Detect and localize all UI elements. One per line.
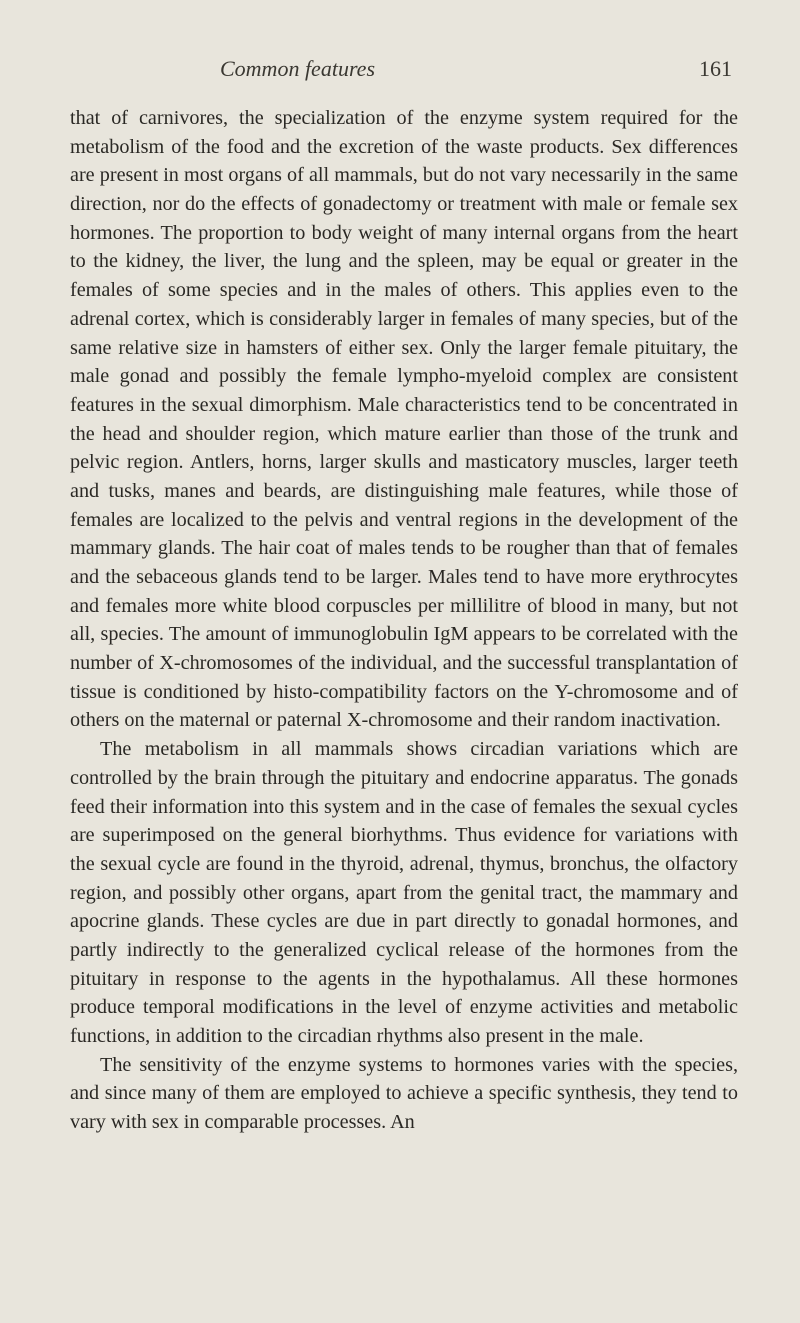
page-number: 161 (699, 56, 732, 82)
paragraph-1: that of carnivores, the specialization o… (70, 104, 738, 735)
running-title: Common features (220, 56, 375, 82)
page-header: Common features 161 (70, 56, 738, 82)
paragraph-2: The metabolism in all mammals shows circ… (70, 735, 738, 1051)
body-text-block: that of carnivores, the specialization o… (70, 104, 738, 1137)
paragraph-3: The sensitivity of the enzyme systems to… (70, 1051, 738, 1137)
